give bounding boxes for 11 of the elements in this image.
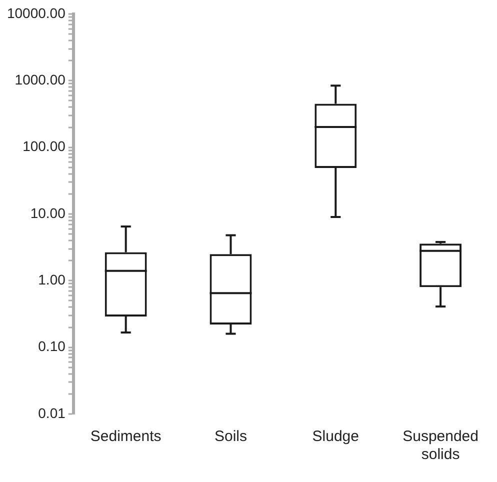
y-tick-label: 100.00 xyxy=(22,138,66,154)
y-tick-label: 10.00 xyxy=(30,204,66,221)
y-tick-label: 1000.00 xyxy=(14,72,66,88)
x-tick-label: Suspended solids xyxy=(402,428,478,464)
y-tick-label: 1.00 xyxy=(38,272,66,288)
y-tick-label: 0.01 xyxy=(38,404,66,421)
x-tick-label: Sludge xyxy=(312,428,360,446)
x-tick-label: Soils xyxy=(214,428,248,446)
y-tick-label: 10000.00 xyxy=(6,4,66,21)
y-tick-label: 0.10 xyxy=(38,338,66,354)
x-tick-label: Sediments xyxy=(90,428,162,446)
